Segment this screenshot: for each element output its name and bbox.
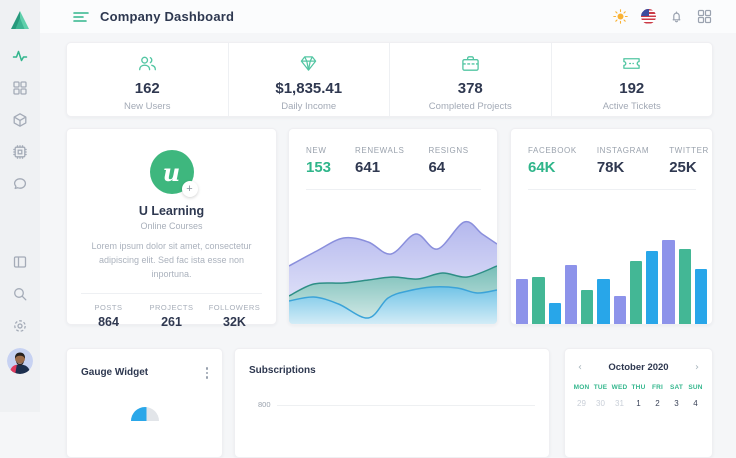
bar xyxy=(548,302,561,324)
more-options-kebab-icon[interactable] xyxy=(204,365,211,381)
page-title: Company Dashboard xyxy=(100,9,235,24)
gauge-card-title: Gauge Widget xyxy=(81,367,149,379)
calendar-date[interactable]: 1 xyxy=(636,399,641,408)
user-avatar[interactable] xyxy=(7,348,33,374)
stat-value: 162 xyxy=(134,80,160,97)
calendar-date[interactable]: 31 xyxy=(615,399,624,408)
metric-renewals: RENEWALS 641 xyxy=(355,146,405,176)
gridline xyxy=(277,405,535,406)
app-logo-icon[interactable] xyxy=(9,9,31,31)
profile-stat-posts: POSTS 864 xyxy=(94,302,123,329)
menu-toggle-icon[interactable] xyxy=(73,9,89,25)
stat-value: $1,835.41 xyxy=(275,80,343,97)
bar xyxy=(564,265,577,324)
dashboard-grid-icon[interactable] xyxy=(12,80,28,96)
calendar-day-headers: MON TUE WED THU FRI SAT SUN xyxy=(573,384,703,391)
stat-active-tickets: 192 Active Tickets xyxy=(550,43,713,116)
bar xyxy=(613,295,626,324)
stat-label: Active Tickets xyxy=(602,101,661,112)
header-actions xyxy=(613,9,736,24)
members-chart-card: NEW 153 RENEWALS 641 RESIGNS 64 xyxy=(288,128,498,325)
stat-label: Completed Projects xyxy=(428,101,512,112)
apps-grid-icon[interactable] xyxy=(697,9,712,24)
search-icon[interactable] xyxy=(12,286,28,302)
cpu-icon[interactable] xyxy=(12,144,28,160)
bar xyxy=(581,289,594,324)
social-metrics: FACEBOOK 64K INSTAGRAM 78K TWITTER 25K xyxy=(511,129,712,176)
bar xyxy=(678,248,691,324)
bar xyxy=(694,269,707,324)
divider xyxy=(528,189,696,190)
stat-new-users: 162 New Users xyxy=(67,43,228,116)
gem-icon xyxy=(301,56,317,71)
members-area-chart xyxy=(289,220,497,324)
calendar-date[interactable]: 30 xyxy=(596,399,605,408)
profile-name: U Learning xyxy=(138,204,205,218)
social-chart-card: FACEBOOK 64K INSTAGRAM 78K TWITTER 25K xyxy=(510,128,713,325)
package-cube-icon[interactable] xyxy=(12,112,28,128)
flag-canton xyxy=(641,9,649,16)
stat-value: 192 xyxy=(619,80,645,97)
activity-icon[interactable] xyxy=(12,48,28,64)
gauge-arc xyxy=(131,407,159,421)
profile-card: u + U Learning Online Courses Lorem ipsu… xyxy=(66,128,277,329)
calendar-date[interactable]: 2 xyxy=(655,399,660,408)
ticket-icon xyxy=(623,58,641,69)
calendar-month-label: October 2020 xyxy=(608,362,669,373)
sidebar xyxy=(0,0,40,412)
profile-subtitle: Online Courses xyxy=(140,221,203,231)
stat-daily-income: $1,835.41 Daily Income xyxy=(227,43,390,116)
add-follow-button[interactable]: + xyxy=(181,181,198,197)
calendar-prev-icon[interactable]: ‹ xyxy=(578,362,582,373)
bar xyxy=(597,279,610,324)
subscriptions-title: Subscriptions xyxy=(249,365,316,376)
bar xyxy=(516,279,529,324)
profile-stat-followers: FOLLOWERS 32K xyxy=(208,302,261,329)
stat-completed-projects: 378 Completed Projects xyxy=(389,43,551,116)
briefcase-icon xyxy=(461,56,479,71)
profile-stat-projects: PROJECTS 261 xyxy=(149,302,194,329)
stat-label: Daily Income xyxy=(281,101,337,112)
settings-gear-icon[interactable] xyxy=(12,318,28,334)
chat-bubble-icon[interactable] xyxy=(12,176,28,192)
metric-resigns: RESIGNS 64 xyxy=(428,146,469,176)
bar xyxy=(662,240,675,324)
users-icon xyxy=(138,56,156,71)
bar xyxy=(646,250,659,324)
divider xyxy=(306,189,481,190)
layout-icon[interactable] xyxy=(12,254,28,270)
calendar-card: ‹ October 2020 › MON TUE WED THU FRI SAT… xyxy=(564,348,713,458)
members-metrics: NEW 153 RENEWALS 641 RESIGNS 64 xyxy=(289,129,497,176)
metric-instagram: INSTAGRAM 78K xyxy=(596,146,650,176)
user-avatar-image xyxy=(7,348,33,374)
bar xyxy=(532,277,545,324)
y-axis-tick: 800 xyxy=(258,400,271,409)
calendar-date[interactable]: 29 xyxy=(577,399,586,408)
language-us-flag-icon[interactable] xyxy=(641,9,656,24)
stat-value: 378 xyxy=(457,80,483,97)
subscriptions-card: Subscriptions 800 xyxy=(234,348,550,458)
profile-description: Lorem ipsum dolor sit amet, consectetur … xyxy=(91,241,252,279)
profile-avatar: u + xyxy=(149,150,198,197)
calendar-next-icon[interactable]: › xyxy=(694,362,699,373)
notifications-bell-icon[interactable] xyxy=(669,9,684,24)
metric-new: NEW 153 xyxy=(306,146,332,176)
top-header: Company Dashboard xyxy=(40,0,736,33)
stat-label: New Users xyxy=(124,101,171,112)
calendar-date[interactable]: 4 xyxy=(693,399,698,408)
metric-twitter: TWITTER 25K xyxy=(669,146,709,176)
calendar-week-row: 29 30 31 1 2 3 4 xyxy=(565,399,712,408)
calendar-date[interactable]: 3 xyxy=(674,399,679,408)
profile-stats: POSTS 864 PROJECTS 261 FOLLOWERS 32K xyxy=(67,303,276,329)
divider xyxy=(81,292,262,294)
theme-sun-icon[interactable] xyxy=(613,9,628,24)
social-bar-chart xyxy=(511,240,712,324)
bar xyxy=(629,260,642,324)
gauge-widget-card: Gauge Widget xyxy=(66,348,223,458)
metric-facebook: FACEBOOK 64K xyxy=(528,146,577,176)
stats-summary-card: 162 New Users $1,835.41 Daily Income 378… xyxy=(66,42,713,117)
